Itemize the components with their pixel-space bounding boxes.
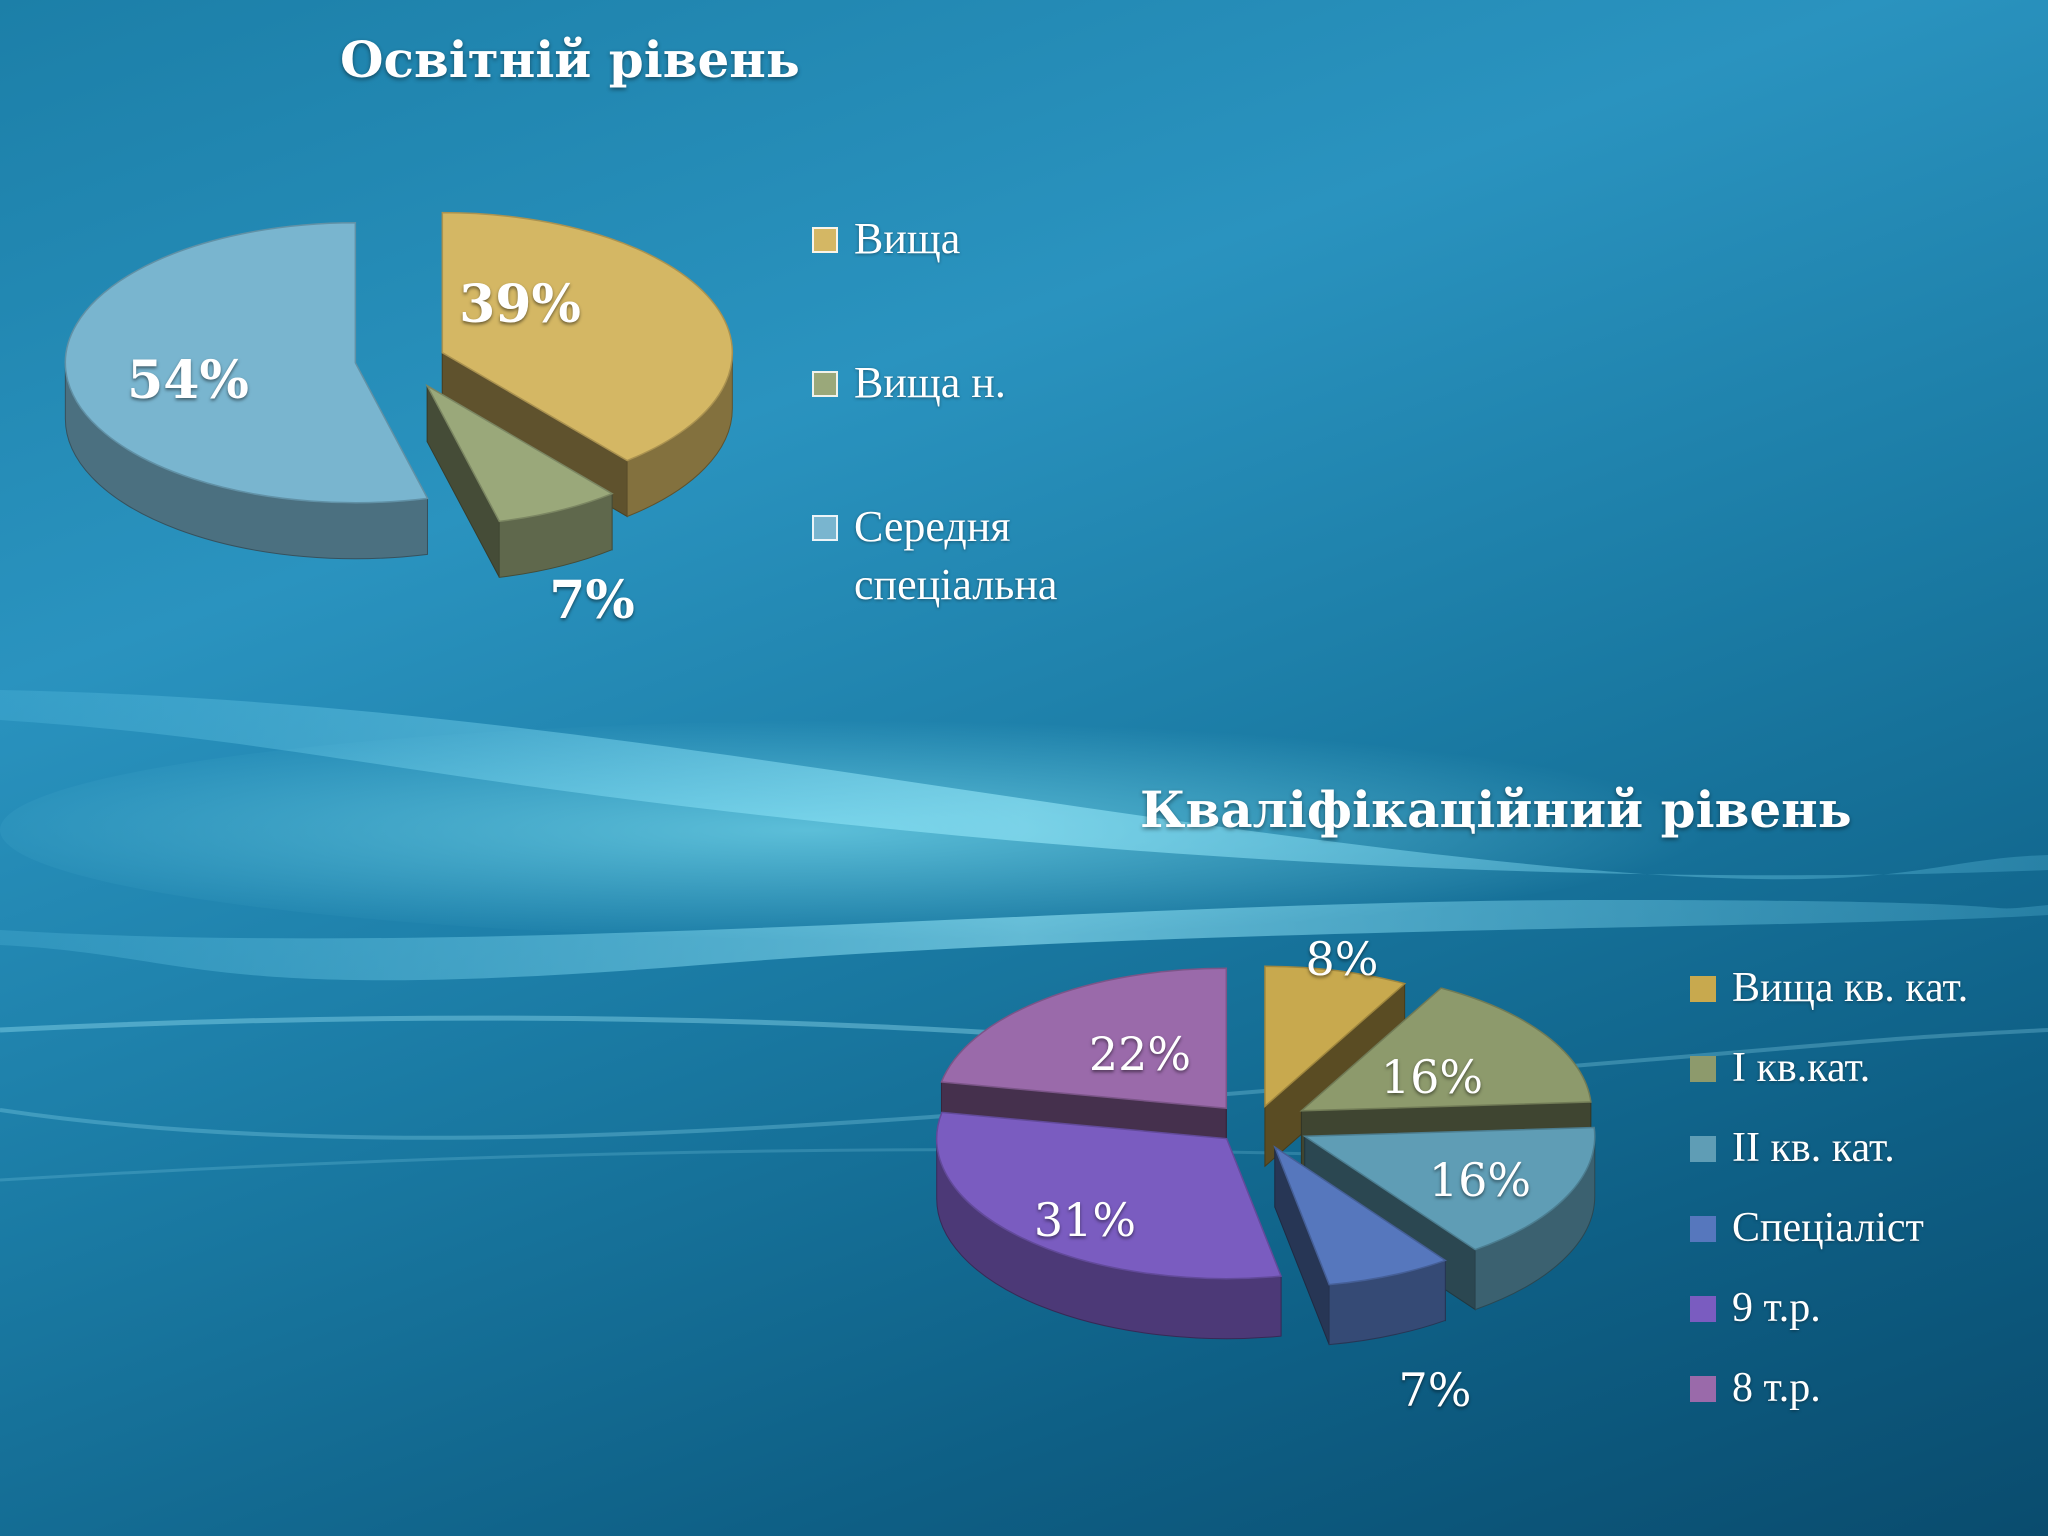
legend-item: Вища н.	[812, 354, 1142, 412]
data-label: 31%	[1034, 1193, 1136, 1247]
chart-2-legend: Вища кв. кат. І кв.кат. ІІ кв. кат. Спеціал…	[1690, 960, 2040, 1440]
data-label: 16%	[1381, 1050, 1483, 1104]
data-label: 54%	[127, 350, 249, 411]
chart-1-title: Освітній рівень	[340, 30, 800, 89]
legend-label: Середня спеціальна	[854, 502, 1058, 609]
pie-slice	[935, 1111, 1283, 1340]
legend-label: 8 т.р.	[1732, 1365, 1821, 1411]
chart-2-title: Кваліфікаційний рівень	[1140, 780, 1852, 839]
data-label: 7%	[549, 570, 635, 631]
legend-item: 8 т.р.	[1690, 1360, 2040, 1416]
legend-item: 9 т.р.	[1690, 1280, 2040, 1336]
legend-swatch	[812, 515, 838, 541]
legend-label: І кв.кат.	[1732, 1045, 1871, 1091]
pie-slice	[64, 221, 429, 560]
legend-label: Вища кв. кат.	[1732, 965, 1969, 1011]
legend-swatch	[1690, 976, 1716, 1002]
legend-swatch	[1690, 1136, 1716, 1162]
data-label: 22%	[1089, 1027, 1191, 1081]
legend-swatch	[1690, 1296, 1716, 1322]
data-label: 39%	[459, 274, 581, 335]
legend-label: Вища н.	[854, 358, 1006, 407]
legend-label: 9 т.р.	[1732, 1285, 1821, 1331]
legend-label: Вища	[854, 214, 961, 263]
legend-item: Вища кв. кат.	[1690, 960, 2040, 1016]
legend-swatch	[1690, 1216, 1716, 1242]
legend-label: Спеціаліст	[1732, 1205, 1924, 1251]
legend-swatch	[1690, 1056, 1716, 1082]
data-label: 16%	[1429, 1153, 1531, 1207]
legend-item: Спеціаліст	[1690, 1200, 2040, 1256]
legend-swatch	[1690, 1376, 1716, 1402]
legend-swatch	[812, 371, 838, 397]
chart-1-legend: Вища Вища н. Середня спеціальна	[812, 210, 1142, 614]
legend-item: Середня спеціальна	[812, 498, 1142, 614]
legend-label: ІІ кв. кат.	[1732, 1125, 1895, 1171]
legend-item: Вища	[812, 210, 1142, 268]
legend-item: ІІ кв. кат.	[1690, 1120, 2040, 1176]
pie-slice	[1273, 1145, 1447, 1346]
data-label: 8%	[1306, 932, 1379, 986]
pie-slice	[425, 383, 614, 578]
data-label: 7%	[1399, 1363, 1472, 1417]
legend-item: І кв.кат.	[1690, 1040, 2040, 1096]
legend-swatch	[812, 227, 838, 253]
